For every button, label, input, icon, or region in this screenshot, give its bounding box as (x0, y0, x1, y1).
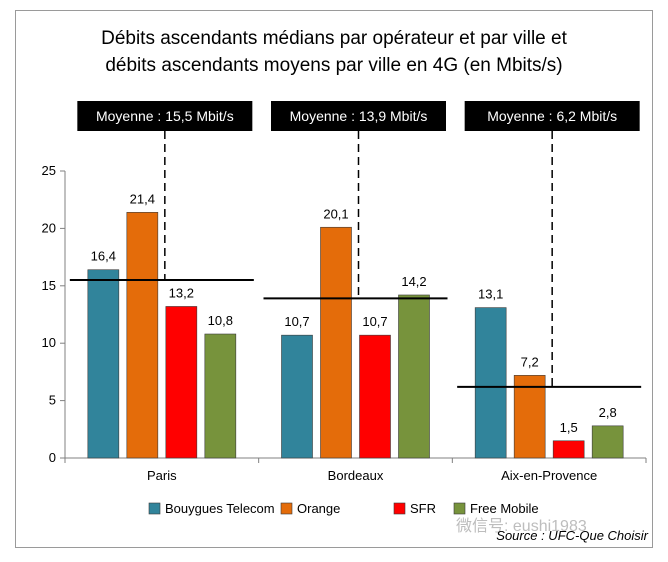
average-label: Moyenne : 13,9 Mbit/s (290, 108, 428, 124)
average-box (77, 101, 253, 131)
legend-label: Free Mobile (470, 501, 539, 516)
bar (398, 294, 430, 459)
chart-title-line-2: débits ascendants moyens par ville en 4G… (105, 55, 562, 76)
y-tick-label: 15 (42, 278, 56, 293)
bar (87, 269, 120, 459)
bar (474, 307, 507, 459)
y-tick-label: 20 (42, 220, 56, 235)
chart-title-line-1: Débits ascendants médians par opérateur … (101, 28, 567, 49)
legend-swatch (393, 502, 406, 515)
legend-swatch (280, 502, 293, 515)
y-tick-label: 5 (49, 393, 56, 408)
bar (204, 333, 237, 459)
watermark-text: 微信号: eushi1983 (456, 517, 587, 535)
bar-chart: Débits ascendants médians par opérateur … (42, 28, 649, 543)
bar (281, 334, 313, 459)
data-label: 13,2 (169, 285, 194, 300)
legend-label: SFR (410, 501, 436, 516)
data-label: 7,2 (521, 354, 539, 369)
average-label: Moyenne : 15,5 Mbit/s (96, 108, 234, 124)
x-category-label: Paris (147, 468, 177, 483)
bar (513, 375, 546, 459)
data-label: 16,4 (91, 249, 116, 264)
bar (165, 306, 198, 459)
data-label: 10,7 (284, 314, 309, 329)
average-box (271, 101, 446, 131)
x-category-label: Bordeaux (328, 468, 384, 483)
data-label: 13,1 (478, 287, 503, 302)
x-category-label: Aix-en-Provence (501, 468, 597, 483)
data-label: 10,7 (362, 314, 387, 329)
legend-label: Orange (297, 501, 340, 516)
bar (591, 425, 624, 459)
source-note: Source : UFC-Que Choisir (496, 528, 648, 543)
data-label: 2,8 (599, 405, 617, 420)
data-label: 1,5 (560, 420, 578, 435)
y-tick-label: 10 (42, 335, 56, 350)
y-tick-label: 25 (42, 163, 56, 178)
chart-frame: Débits ascendants médians par opérateur … (15, 10, 653, 548)
bar (359, 334, 391, 459)
data-label: 14,2 (401, 274, 426, 289)
bar (552, 440, 585, 459)
legend-swatch (453, 502, 466, 515)
average-label: Moyenne : 6,2 Mbit/s (487, 108, 617, 124)
legend-swatch (148, 502, 161, 515)
bar (126, 212, 159, 459)
data-label: 21,4 (130, 191, 155, 206)
legend-label: Bouygues Telecom (165, 501, 275, 516)
data-label: 10,8 (208, 313, 233, 328)
data-label: 20,1 (323, 206, 348, 221)
average-box (464, 101, 640, 131)
y-tick-label: 0 (49, 450, 56, 465)
bar (320, 226, 352, 459)
